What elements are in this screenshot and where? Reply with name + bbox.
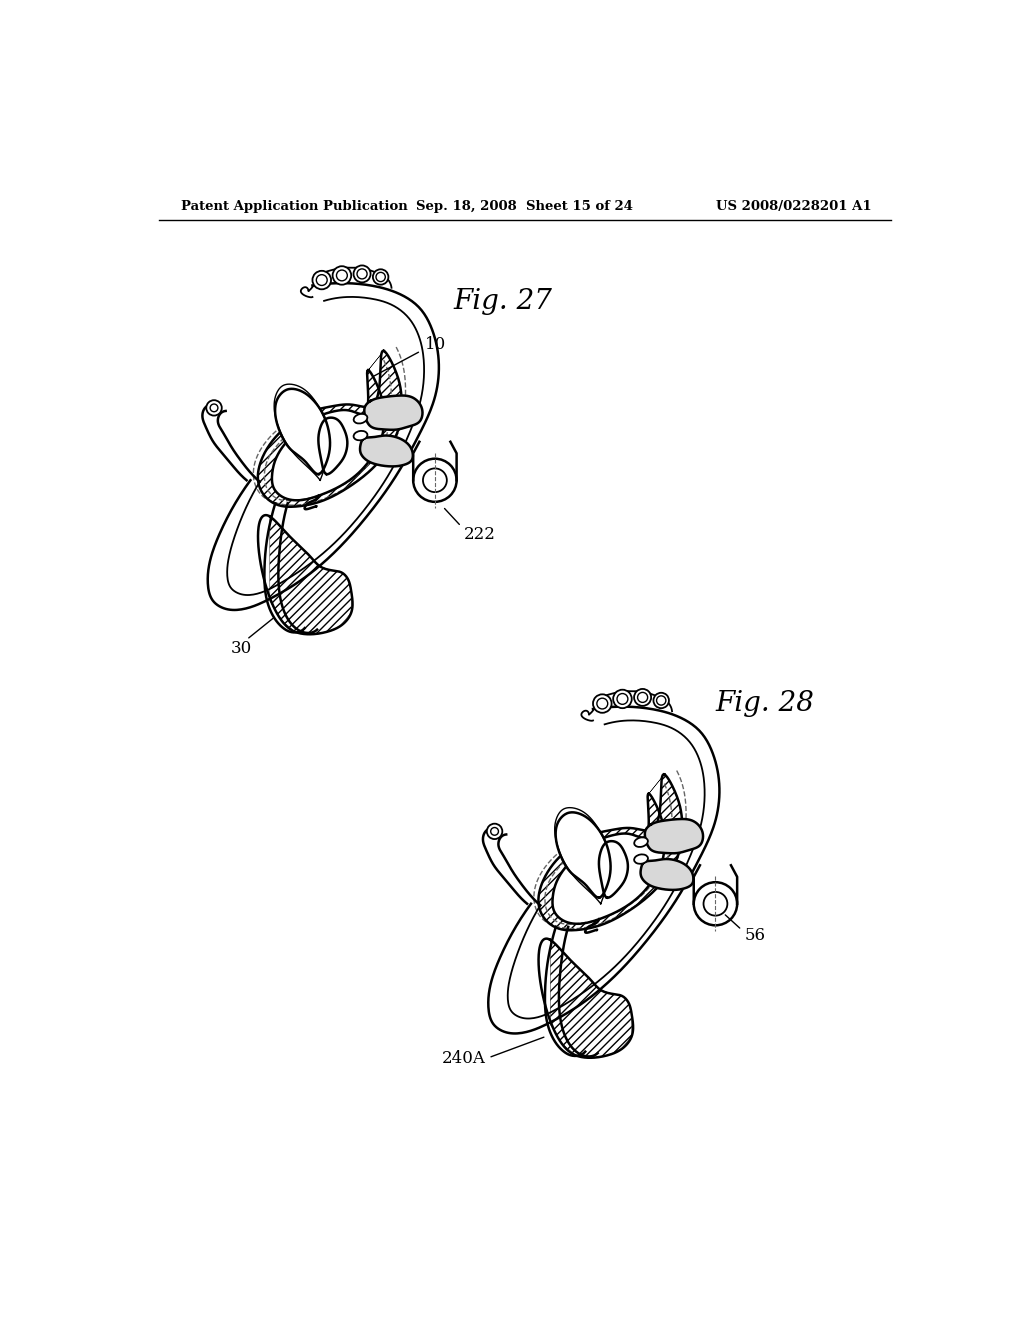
Circle shape bbox=[373, 269, 388, 285]
Text: Fig. 28: Fig. 28 bbox=[716, 689, 814, 717]
Text: Sep. 18, 2008  Sheet 15 of 24: Sep. 18, 2008 Sheet 15 of 24 bbox=[417, 199, 633, 213]
Ellipse shape bbox=[634, 837, 648, 847]
Circle shape bbox=[486, 824, 503, 840]
Polygon shape bbox=[556, 812, 610, 898]
Circle shape bbox=[656, 696, 666, 705]
Polygon shape bbox=[318, 417, 347, 474]
Circle shape bbox=[353, 265, 371, 282]
Polygon shape bbox=[365, 396, 423, 430]
Circle shape bbox=[423, 469, 446, 492]
Text: 30: 30 bbox=[231, 640, 252, 656]
Text: 56: 56 bbox=[744, 927, 765, 944]
Circle shape bbox=[617, 693, 628, 705]
Circle shape bbox=[490, 828, 499, 836]
Circle shape bbox=[337, 271, 347, 281]
Circle shape bbox=[316, 275, 328, 285]
Polygon shape bbox=[599, 841, 628, 898]
Ellipse shape bbox=[634, 854, 648, 863]
Ellipse shape bbox=[353, 430, 368, 441]
Circle shape bbox=[206, 400, 222, 416]
Circle shape bbox=[333, 267, 351, 285]
Text: 10: 10 bbox=[425, 337, 446, 354]
Polygon shape bbox=[550, 940, 632, 1057]
Circle shape bbox=[210, 404, 218, 412]
Polygon shape bbox=[270, 516, 351, 635]
Polygon shape bbox=[360, 436, 413, 466]
Text: 240A: 240A bbox=[442, 1051, 485, 1067]
Circle shape bbox=[593, 694, 611, 713]
Text: Patent Application Publication: Patent Application Publication bbox=[180, 199, 408, 213]
Circle shape bbox=[597, 698, 607, 709]
Circle shape bbox=[376, 272, 385, 281]
Circle shape bbox=[638, 693, 647, 702]
Text: 222: 222 bbox=[464, 527, 496, 544]
Polygon shape bbox=[641, 859, 693, 890]
Polygon shape bbox=[645, 818, 703, 853]
Ellipse shape bbox=[353, 414, 368, 424]
Circle shape bbox=[414, 459, 457, 502]
Circle shape bbox=[613, 689, 632, 708]
Text: US 2008/0228201 A1: US 2008/0228201 A1 bbox=[717, 199, 872, 213]
Circle shape bbox=[634, 689, 651, 706]
Circle shape bbox=[312, 271, 331, 289]
Circle shape bbox=[357, 269, 367, 279]
Polygon shape bbox=[275, 389, 330, 474]
Circle shape bbox=[693, 882, 737, 925]
Text: Fig. 27: Fig. 27 bbox=[454, 288, 552, 314]
Circle shape bbox=[653, 693, 669, 708]
Circle shape bbox=[703, 892, 727, 916]
